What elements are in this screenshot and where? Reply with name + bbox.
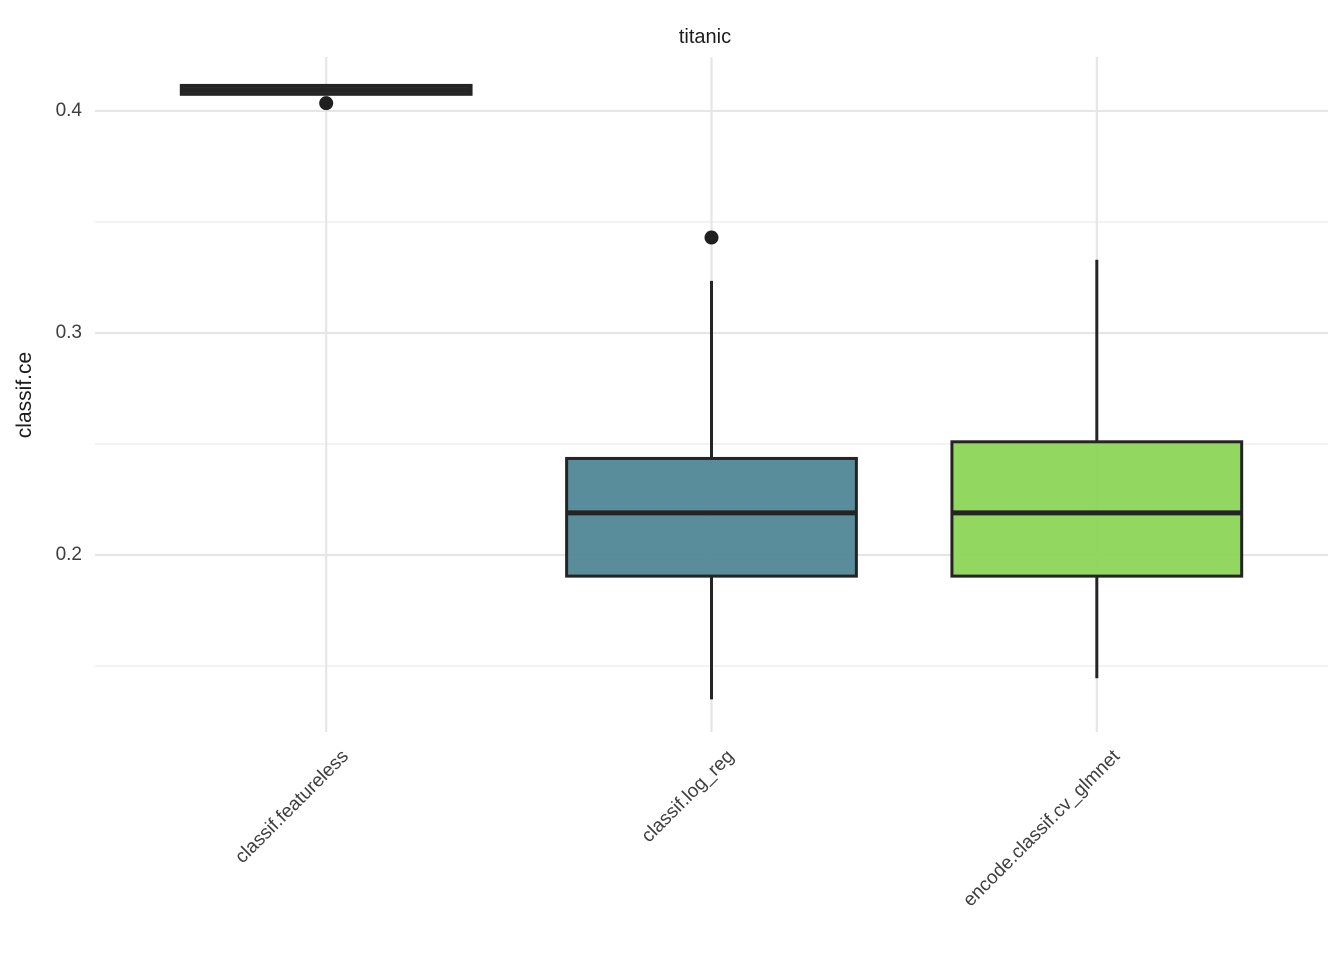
chart-title: titanic: [678, 26, 732, 48]
y-tick-label: 0.3: [55, 321, 82, 343]
y-tick-label: 0.4: [55, 99, 82, 121]
outlier-point: [704, 230, 719, 245]
box: [950, 440, 1244, 578]
outlier-point: [319, 96, 334, 111]
y-tick-label: 0.2: [55, 544, 82, 566]
box: [565, 456, 858, 578]
